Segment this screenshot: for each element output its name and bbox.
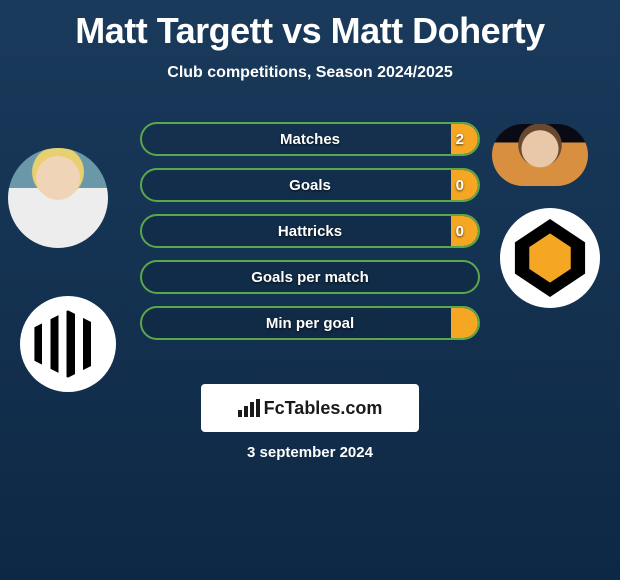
player-right-photo bbox=[492, 124, 588, 186]
player-right-photo-placeholder bbox=[492, 124, 588, 186]
player-left-photo bbox=[8, 148, 108, 248]
comparison-date: 3 september 2024 bbox=[247, 444, 373, 461]
fctables-logo: FcTables.com bbox=[238, 398, 383, 419]
player-left-photo-placeholder bbox=[8, 148, 108, 248]
newcastle-crest-icon bbox=[34, 310, 101, 377]
comparison-subtitle: Club competitions, Season 2024/2025 bbox=[0, 64, 620, 82]
stat-label: Goals per match bbox=[251, 269, 369, 286]
stat-row-hattricks: Hattricks 0 bbox=[140, 214, 480, 248]
stat-label: Hattricks bbox=[278, 223, 342, 240]
fctables-logo-box: FcTables.com bbox=[201, 384, 419, 432]
stat-label: Min per goal bbox=[266, 315, 354, 332]
bar-chart-icon bbox=[238, 399, 260, 417]
stat-fill bbox=[451, 308, 478, 338]
stat-value: 0 bbox=[456, 177, 464, 194]
stats-panel: Matches 2 Goals 0 Hattricks 0 Goals per … bbox=[140, 122, 480, 352]
stat-row-min-per-goal: Min per goal bbox=[140, 306, 480, 340]
stat-value: 0 bbox=[456, 223, 464, 240]
wolves-crest-icon bbox=[511, 219, 589, 297]
stat-label: Matches bbox=[280, 131, 340, 148]
wolves-crest-inner bbox=[523, 231, 578, 286]
stat-row-goals: Goals 0 bbox=[140, 168, 480, 202]
fctables-label: FcTables.com bbox=[264, 398, 383, 419]
club-left-logo bbox=[20, 296, 116, 392]
stat-row-goals-per-match: Goals per match bbox=[140, 260, 480, 294]
stat-label: Goals bbox=[289, 177, 331, 194]
comparison-title: Matt Targett vs Matt Doherty bbox=[0, 0, 620, 52]
stat-row-matches: Matches 2 bbox=[140, 122, 480, 156]
club-right-logo bbox=[500, 208, 600, 308]
stat-value: 2 bbox=[456, 131, 464, 148]
